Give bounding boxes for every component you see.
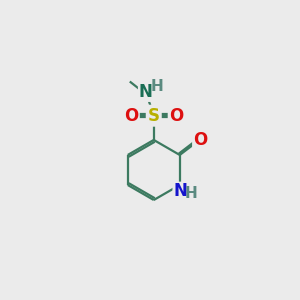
Text: N: N (173, 182, 187, 200)
Text: O: O (194, 131, 208, 149)
Text: O: O (169, 107, 183, 125)
Text: N: N (139, 83, 153, 101)
Text: S: S (148, 107, 160, 125)
Text: H: H (185, 186, 198, 201)
Text: O: O (124, 107, 139, 125)
Text: H: H (150, 79, 163, 94)
